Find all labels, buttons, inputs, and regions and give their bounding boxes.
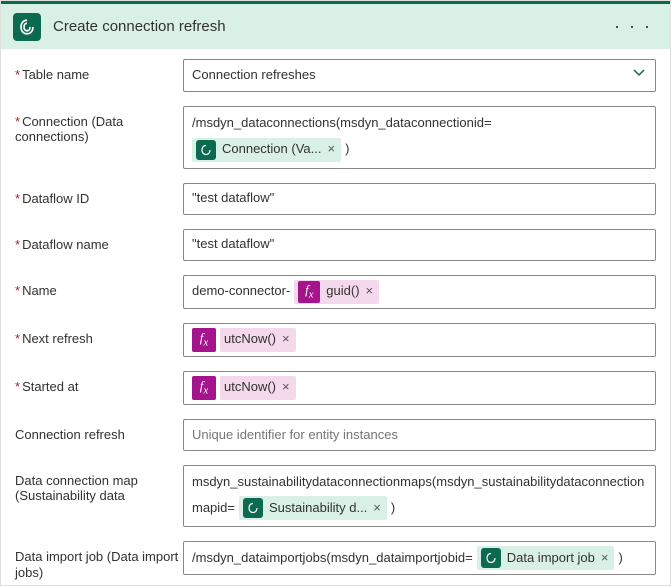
row-data-import-job: Data import job (Data import jobs) /msdy…: [15, 541, 656, 580]
utcnow-expression-token[interactable]: utcNow() ×: [220, 328, 296, 352]
row-started-at: *Started at fx utcNow() ×: [15, 371, 656, 405]
row-next-refresh: *Next refresh fx utcNow() ×: [15, 323, 656, 357]
token-remove-icon[interactable]: ×: [327, 139, 335, 160]
row-name: *Name demo-connector- fx guid() ×: [15, 275, 656, 309]
label-table-name: *Table name: [15, 59, 183, 83]
label-started-at: *Started at: [15, 371, 183, 395]
row-dataflow-id: *Dataflow ID "test dataflow": [15, 183, 656, 215]
dataflow-name-input[interactable]: "test dataflow": [183, 229, 656, 261]
row-connection-refresh: Connection refresh: [15, 419, 656, 451]
more-menu-icon[interactable]: · · ·: [608, 16, 658, 37]
started-at-input[interactable]: fx utcNow() ×: [183, 371, 656, 405]
token-remove-icon[interactable]: ×: [282, 329, 290, 350]
token-remove-icon[interactable]: ×: [601, 548, 609, 569]
card-body: *Table name Connection refreshes *Connec…: [1, 49, 670, 581]
connector-logo-icon: [13, 13, 41, 41]
connection-token[interactable]: Connection (Va... ×: [192, 138, 341, 162]
label-next-refresh: *Next refresh: [15, 323, 183, 347]
fx-icon: fx: [298, 281, 320, 303]
sustainability-token[interactable]: Sustainability d... ×: [239, 496, 387, 520]
card-header: Create connection refresh · · ·: [1, 1, 670, 49]
fx-icon: fx: [192, 328, 216, 352]
label-data-import-job: Data import job (Data import jobs): [15, 541, 183, 580]
card-title: Create connection refresh: [53, 18, 608, 35]
data-import-job-token[interactable]: Data import job ×: [477, 546, 615, 570]
utcnow-expression-token[interactable]: utcNow() ×: [220, 376, 296, 400]
connection-refresh-text[interactable]: [192, 427, 647, 442]
row-data-connection-map: Data connection map (Sustainability data…: [15, 465, 656, 528]
dataverse-icon: [196, 140, 216, 160]
row-connection: *Connection (Data connections) /msdyn_da…: [15, 106, 656, 169]
guid-expression-token[interactable]: fx guid() ×: [294, 280, 379, 304]
chevron-down-icon: [631, 64, 647, 87]
connection-input[interactable]: /msdyn_dataconnections(msdyn_dataconnect…: [183, 106, 656, 169]
dataverse-icon: [243, 498, 263, 518]
token-remove-icon[interactable]: ×: [366, 281, 374, 302]
token-remove-icon[interactable]: ×: [373, 498, 381, 519]
label-connection-refresh: Connection refresh: [15, 419, 183, 443]
action-card: Create connection refresh · · · *Table n…: [0, 0, 671, 586]
token-remove-icon[interactable]: ×: [282, 377, 290, 398]
label-name: *Name: [15, 275, 183, 299]
dataverse-icon: [481, 548, 501, 568]
connection-refresh-input[interactable]: [183, 419, 656, 451]
table-name-select[interactable]: Connection refreshes: [183, 59, 656, 92]
label-dataflow-name: *Dataflow name: [15, 229, 183, 253]
fx-icon: fx: [192, 376, 216, 400]
dataflow-id-input[interactable]: "test dataflow": [183, 183, 656, 215]
next-refresh-input[interactable]: fx utcNow() ×: [183, 323, 656, 357]
row-table-name: *Table name Connection refreshes: [15, 59, 656, 92]
label-dataflow-id: *Dataflow ID: [15, 183, 183, 207]
row-dataflow-name: *Dataflow name "test dataflow": [15, 229, 656, 261]
label-data-connection-map: Data connection map (Sustainability data: [15, 465, 183, 504]
name-input[interactable]: demo-connector- fx guid() ×: [183, 275, 656, 309]
data-connection-map-input[interactable]: msdyn_sustainabilitydataconnectionmaps(m…: [183, 465, 656, 528]
data-import-job-input[interactable]: /msdyn_dataimportjobs(msdyn_dataimportjo…: [183, 541, 656, 575]
label-connection: *Connection (Data connections): [15, 106, 183, 145]
